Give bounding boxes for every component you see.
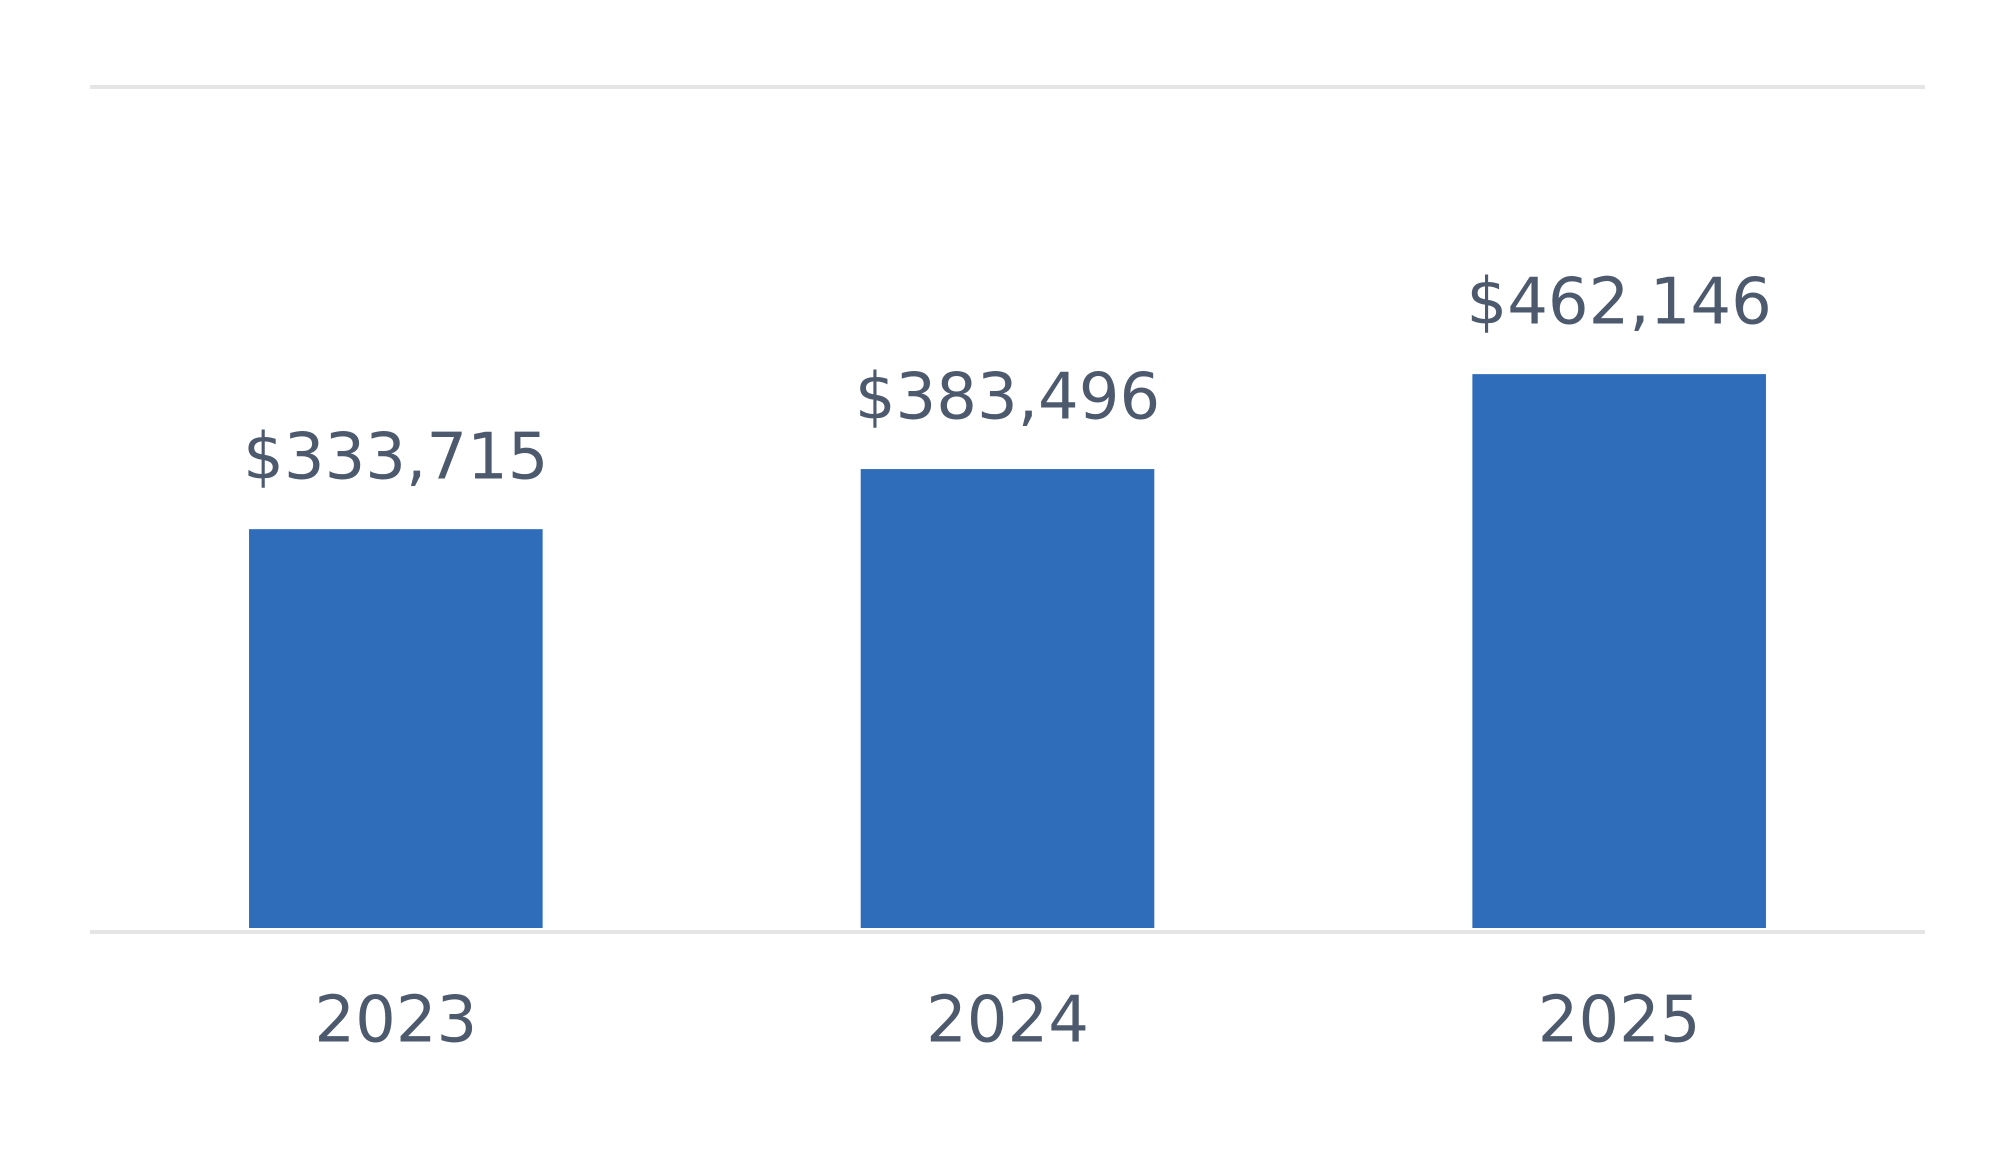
bar [1472,374,1766,928]
x-tick-label: 2024 [926,984,1089,1058]
bar [860,469,1155,928]
x-tick-label: 2025 [1538,984,1701,1058]
value-label: $383,496 [855,361,1160,435]
bar [249,529,543,928]
x-tick-label: 2023 [314,984,477,1058]
value-label: $462,146 [1466,266,1771,340]
value-label: $333,715 [243,421,548,495]
